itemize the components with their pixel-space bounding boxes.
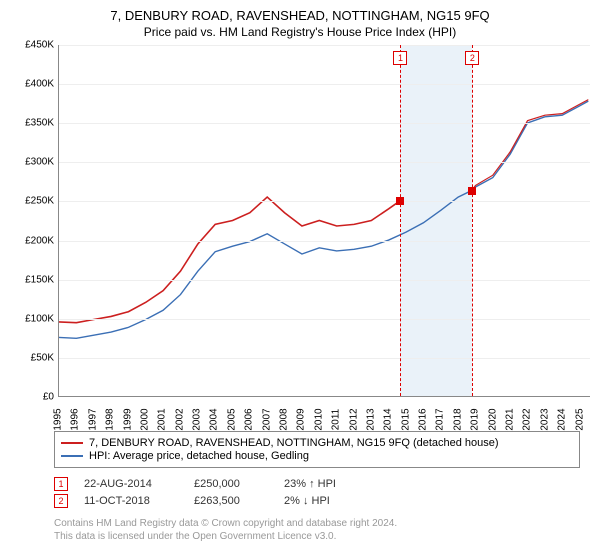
transaction-pct: 2% ↓ HPI bbox=[284, 495, 394, 507]
transaction-marker: 2 bbox=[54, 494, 68, 508]
x-tick-label: 1998 bbox=[105, 408, 116, 430]
y-tick-label: £50K bbox=[31, 352, 54, 363]
footer-line1: Contains HM Land Registry data © Crown c… bbox=[54, 517, 580, 530]
x-tick-label: 1999 bbox=[122, 408, 133, 430]
gridline bbox=[59, 280, 590, 281]
marker-vline bbox=[400, 45, 401, 396]
y-tick-label: £150K bbox=[25, 274, 54, 285]
legend-label: HPI: Average price, detached house, Gedl… bbox=[89, 450, 309, 462]
x-tick-label: 2011 bbox=[331, 409, 342, 431]
y-axis: £0£50K£100K£150K£200K£250K£300K£350K£400… bbox=[10, 45, 58, 397]
gridline bbox=[59, 241, 590, 242]
transaction-pct: 23% ↑ HPI bbox=[284, 478, 394, 490]
gridline bbox=[59, 201, 590, 202]
legend: 7, DENBURY ROAD, RAVENSHEAD, NOTTINGHAM,… bbox=[54, 431, 580, 468]
y-tick-label: £450K bbox=[25, 40, 54, 51]
y-tick-label: £200K bbox=[25, 235, 54, 246]
chart-subtitle: Price paid vs. HM Land Registry's House … bbox=[10, 25, 590, 39]
transaction-price: £263,500 bbox=[194, 495, 284, 507]
x-tick-label: 2008 bbox=[279, 408, 290, 430]
x-tick-label: 2009 bbox=[296, 408, 307, 430]
series-hpi_scaled_post bbox=[472, 100, 589, 191]
x-tick-label: 2015 bbox=[400, 408, 411, 430]
legend-label: 7, DENBURY ROAD, RAVENSHEAD, NOTTINGHAM,… bbox=[89, 437, 499, 449]
y-tick-label: £300K bbox=[25, 157, 54, 168]
x-tick-label: 2012 bbox=[348, 408, 359, 430]
legend-item: HPI: Average price, detached house, Gedl… bbox=[61, 450, 573, 462]
marker-label-1: 1 bbox=[393, 51, 407, 65]
transaction-table: 1 22-AUG-2014£250,00023% ↑ HPI 2 11-OCT-201… bbox=[54, 474, 580, 511]
gridline bbox=[59, 319, 590, 320]
x-tick-label: 1996 bbox=[70, 408, 81, 430]
plot-area: 12 bbox=[58, 45, 590, 397]
y-tick-label: £100K bbox=[25, 313, 54, 324]
x-tick-label: 2022 bbox=[522, 408, 533, 430]
gridline bbox=[59, 123, 590, 124]
y-tick-label: £400K bbox=[25, 79, 54, 90]
x-tick-label: 2025 bbox=[574, 408, 585, 430]
x-tick-label: 2016 bbox=[418, 408, 429, 430]
x-tick-label: 2017 bbox=[435, 408, 446, 430]
legend-item: 7, DENBURY ROAD, RAVENSHEAD, NOTTINGHAM,… bbox=[61, 437, 573, 449]
line-series bbox=[59, 45, 590, 396]
x-tick-label: 1995 bbox=[53, 408, 64, 430]
legend-swatch bbox=[61, 455, 83, 457]
x-tick-label: 2001 bbox=[157, 408, 168, 430]
series-property bbox=[59, 197, 400, 323]
footer-line2: This data is licensed under the Open Gov… bbox=[54, 530, 580, 543]
x-tick-label: 2024 bbox=[557, 408, 568, 430]
transaction-row: 2 11-OCT-2018£263,5002% ↓ HPI bbox=[54, 494, 580, 508]
marker-vline bbox=[472, 45, 473, 396]
transaction-date: 11-OCT-2018 bbox=[84, 495, 194, 507]
x-tick-label: 2006 bbox=[244, 408, 255, 430]
x-tick-label: 2004 bbox=[209, 408, 220, 430]
x-tick-label: 2002 bbox=[174, 408, 185, 430]
chart-area: £0£50K£100K£150K£200K£250K£300K£350K£400… bbox=[10, 45, 590, 397]
x-tick-label: 2000 bbox=[139, 408, 150, 430]
marker-point-2 bbox=[468, 187, 476, 195]
x-tick-label: 2019 bbox=[470, 408, 481, 430]
gridline bbox=[59, 45, 590, 46]
legend-swatch bbox=[61, 442, 83, 444]
chart-title: 7, DENBURY ROAD, RAVENSHEAD, NOTTINGHAM,… bbox=[10, 8, 590, 23]
x-tick-label: 2014 bbox=[383, 408, 394, 430]
x-tick-label: 2020 bbox=[487, 408, 498, 430]
transaction-price: £250,000 bbox=[194, 478, 284, 490]
series-hpi bbox=[59, 101, 588, 338]
transaction-date: 22-AUG-2014 bbox=[84, 478, 194, 490]
y-tick-label: £350K bbox=[25, 118, 54, 129]
x-axis: 1995199619971998199920002001200220032004… bbox=[58, 397, 590, 425]
x-tick-label: 2013 bbox=[365, 408, 376, 430]
x-tick-label: 2018 bbox=[452, 408, 463, 430]
x-tick-label: 2023 bbox=[539, 408, 550, 430]
y-tick-label: £250K bbox=[25, 196, 54, 207]
transaction-row: 1 22-AUG-2014£250,00023% ↑ HPI bbox=[54, 477, 580, 491]
marker-point-1 bbox=[396, 197, 404, 205]
x-tick-label: 2021 bbox=[505, 408, 516, 430]
x-tick-label: 2003 bbox=[192, 408, 203, 430]
x-tick-label: 2005 bbox=[226, 408, 237, 430]
footer-attribution: Contains HM Land Registry data © Crown c… bbox=[54, 517, 580, 543]
y-tick-label: £0 bbox=[43, 392, 54, 403]
gridline bbox=[59, 84, 590, 85]
gridline bbox=[59, 162, 590, 163]
x-tick-label: 2007 bbox=[261, 408, 272, 430]
transaction-marker: 1 bbox=[54, 477, 68, 491]
x-tick-label: 1997 bbox=[87, 408, 98, 430]
marker-label-2: 2 bbox=[465, 51, 479, 65]
x-tick-label: 2010 bbox=[313, 408, 324, 430]
gridline bbox=[59, 358, 590, 359]
